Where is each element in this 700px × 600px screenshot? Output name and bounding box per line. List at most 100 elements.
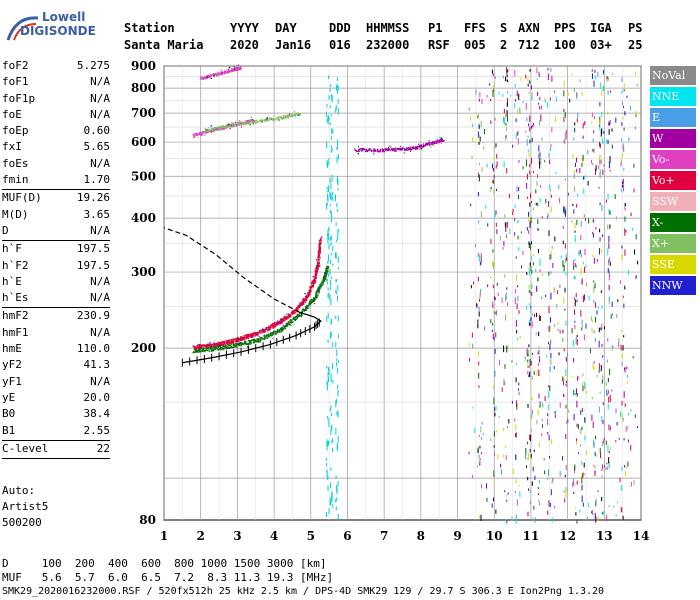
trace-point <box>211 128 213 130</box>
trace-point <box>376 149 379 151</box>
noise-mark <box>505 294 507 302</box>
trace-point <box>193 348 196 350</box>
trace-point <box>304 306 307 308</box>
noise-mark <box>624 111 626 116</box>
trace-point <box>259 119 261 121</box>
noise-mark <box>622 116 624 120</box>
noise-mark <box>572 481 574 488</box>
noise-mark <box>468 107 470 111</box>
trace-point <box>205 128 207 130</box>
noise-mark <box>479 296 481 299</box>
noise-mark <box>468 451 470 455</box>
trace-point <box>213 75 215 77</box>
trace-point <box>319 252 321 254</box>
trace-point <box>259 340 261 342</box>
trace-point <box>398 148 400 150</box>
trace-point <box>288 114 290 116</box>
trace-point <box>196 345 198 347</box>
noise-mark <box>538 153 540 159</box>
noise-mark <box>529 243 531 250</box>
trace-point <box>305 297 307 299</box>
noise-mark <box>542 404 544 408</box>
noise-mark <box>539 259 541 265</box>
noise-mark <box>535 189 537 194</box>
noise-mark <box>574 186 576 192</box>
trace-point <box>223 341 225 344</box>
noise-mark <box>504 214 506 219</box>
trace-point <box>269 326 272 329</box>
trace-point <box>237 123 239 126</box>
noise-mark <box>492 163 494 169</box>
noise-mark <box>608 505 610 508</box>
noise-mark <box>574 230 576 233</box>
noise-mark <box>581 156 583 164</box>
trace-point <box>211 131 213 133</box>
param-row: foF1 N/A <box>2 74 110 90</box>
noise-mark <box>607 90 609 95</box>
trace-point <box>249 334 252 336</box>
noise-mark <box>516 285 518 288</box>
trace-point <box>229 342 231 344</box>
noise-mark <box>602 137 604 145</box>
noise-mark <box>331 196 333 202</box>
noise-mark <box>528 322 530 326</box>
noise-mark <box>610 120 612 124</box>
noise-mark <box>330 286 332 290</box>
noise-mark <box>573 260 575 266</box>
trace-point <box>305 307 307 309</box>
noise-mark <box>506 102 508 107</box>
trace-point <box>234 121 237 124</box>
trace-point <box>267 333 269 335</box>
trace-point <box>232 123 234 125</box>
noise-mark <box>633 163 635 168</box>
trace-point <box>224 342 226 344</box>
noise-mark <box>593 280 595 283</box>
noise-mark <box>477 276 479 282</box>
trace-point <box>310 282 312 284</box>
trace-point <box>210 344 212 346</box>
trace-point <box>381 148 383 150</box>
trace-point <box>354 148 356 150</box>
trace-point <box>284 326 286 328</box>
param-key: D <box>2 223 9 237</box>
trace-point <box>325 267 328 269</box>
noise-mark <box>527 441 529 445</box>
trace-w-echo <box>354 136 445 155</box>
noise-mark <box>564 288 566 293</box>
trace-point <box>236 68 238 71</box>
noise-mark <box>328 226 330 232</box>
noise-mark <box>594 69 596 73</box>
trace-point <box>261 121 263 123</box>
trace-point <box>287 315 289 318</box>
noise-mark <box>537 202 539 206</box>
trace-point <box>196 134 199 136</box>
noise-mark <box>506 519 508 523</box>
trace-point <box>279 116 281 119</box>
trace-point <box>435 141 437 144</box>
noise-mark <box>330 252 332 256</box>
noise-mark <box>562 240 564 245</box>
trace-point <box>294 312 296 314</box>
trace-point <box>256 335 258 337</box>
noise-mark <box>480 426 482 433</box>
noise-mark <box>596 310 598 315</box>
trace-point <box>237 68 239 70</box>
trace-point <box>395 148 398 150</box>
trace-point <box>208 345 210 347</box>
trace-point <box>240 337 242 340</box>
trace-point <box>410 149 413 151</box>
trace-point <box>198 132 201 134</box>
trace-point <box>314 277 317 279</box>
trace-point <box>257 339 259 341</box>
noise-mark <box>528 488 530 492</box>
trace-point <box>275 118 277 120</box>
noise-mark <box>550 353 552 359</box>
header-value-6: 005 <box>464 38 486 52</box>
trace-point <box>320 240 322 243</box>
trace-point <box>218 126 220 128</box>
param-key: foEs <box>2 156 29 170</box>
trace-point <box>430 146 432 148</box>
trace-point <box>209 347 212 350</box>
trace-point <box>227 123 230 125</box>
noise-mark <box>547 68 549 71</box>
